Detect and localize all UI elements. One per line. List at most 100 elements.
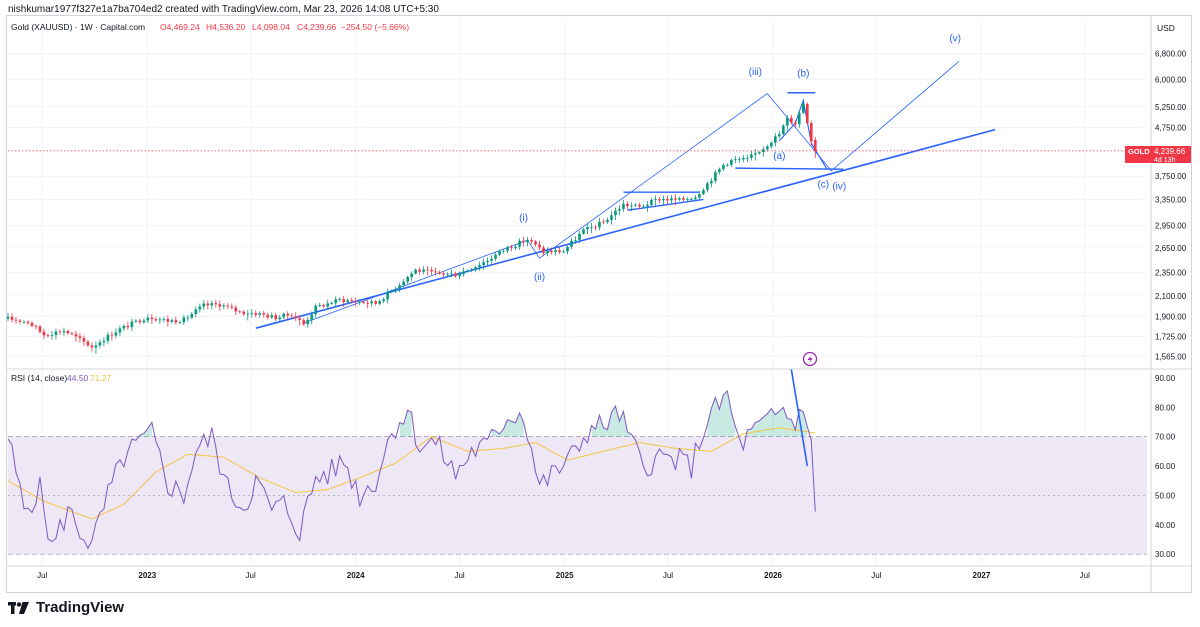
correction-path: [778, 98, 828, 171]
candle-body: [786, 117, 789, 126]
candle-body: [722, 165, 725, 170]
currency-label: USD: [1157, 23, 1175, 33]
candle-body: [494, 254, 497, 259]
candle-body: [426, 269, 429, 271]
candle-body: [298, 318, 302, 321]
time-tick-label: 2026: [764, 571, 782, 580]
candle-body: [114, 332, 118, 336]
candle-body: [158, 319, 162, 321]
candle-body: [38, 326, 42, 332]
candle-body: [214, 303, 218, 305]
time-tick-label: Jul: [454, 571, 464, 580]
price-tick-label: 3,350.00: [1155, 195, 1187, 204]
candle-body: [346, 300, 350, 303]
candle-body: [338, 299, 342, 300]
candle-body: [238, 311, 242, 313]
candle-body: [130, 321, 134, 328]
candle-body: [98, 342, 102, 346]
candle-body: [414, 269, 417, 274]
wave-label: (i): [519, 213, 528, 224]
time-tick-label: Jul: [871, 571, 881, 580]
candle-body: [486, 260, 489, 263]
time-tick-label: 2027: [973, 571, 991, 580]
candle-body: [86, 341, 90, 346]
candle-body: [558, 250, 561, 253]
candle-body: [58, 331, 62, 333]
lightning-icon[interactable]: [802, 351, 818, 367]
candle-body: [402, 281, 405, 286]
rsi-tick-label: 90.00: [1155, 374, 1176, 383]
wave-label: (ii): [534, 272, 545, 283]
candle-body: [446, 273, 449, 275]
candle-body: [390, 291, 393, 293]
candle-body: [10, 316, 14, 320]
candle-body: [218, 304, 222, 307]
wave-label: (c): [817, 180, 829, 191]
candle-body: [118, 328, 122, 333]
candle-body: [742, 157, 745, 160]
candle-body: [670, 198, 673, 201]
candle-body: [166, 319, 170, 322]
candle-body: [54, 331, 58, 336]
symbol-title: Gold (XAUUSD) · 1W · Capital.com: [11, 22, 145, 32]
candle-body: [186, 317, 190, 319]
candle-body: [630, 205, 633, 207]
candle-body: [90, 345, 94, 348]
time-tick-label: 2024: [347, 571, 365, 580]
candle-body: [450, 273, 453, 275]
candle-body: [290, 315, 294, 317]
candle-body: [206, 303, 210, 306]
candle-body: [18, 320, 22, 322]
candle-body: [422, 269, 425, 272]
candle-body: [170, 320, 174, 322]
candle-body: [809, 123, 813, 142]
candle-body: [754, 153, 757, 155]
candle-body: [618, 209, 621, 211]
rsi-overbought-fill: [707, 390, 736, 437]
price-tick-label: 3,750.00: [1155, 172, 1187, 181]
candle-body: [566, 246, 569, 252]
candle-body: [334, 299, 338, 304]
rsi-value: 44.50: [67, 373, 89, 383]
candle-body: [462, 271, 465, 275]
candle-body: [454, 273, 457, 277]
rsi-line: [7, 389, 816, 550]
candle-body: [310, 314, 314, 320]
candle-body: [142, 320, 146, 323]
rsi-overbought-fill: [591, 406, 632, 437]
candle-body: [478, 265, 481, 268]
candle-body: [330, 303, 334, 305]
tradingview-logo: TradingView: [8, 599, 124, 616]
candle-body: [250, 313, 254, 314]
candle-body: [374, 301, 377, 304]
legend-change: −254.50 (−5.66%): [341, 22, 409, 32]
rsi-tick-label: 30.00: [1155, 550, 1176, 559]
candle-body: [262, 313, 266, 315]
candle-body: [314, 305, 318, 315]
candle-body: [530, 239, 533, 242]
candle-body: [606, 219, 609, 223]
candle-body: [194, 309, 198, 314]
candle-body: [42, 331, 46, 336]
candle-body: [646, 204, 649, 207]
candle-body: [466, 270, 469, 272]
candle-body: [726, 164, 729, 166]
candle-body: [62, 331, 66, 333]
price-tick-label: 4,750.00: [1155, 123, 1187, 132]
rsi-trendline: [790, 368, 809, 467]
candle-body: [198, 306, 202, 310]
candle-body: [350, 300, 353, 302]
candle-body: [470, 270, 473, 271]
candle-body: [342, 299, 346, 303]
candle-body: [542, 247, 545, 253]
candle-body: [774, 136, 777, 143]
candle-body: [270, 315, 274, 318]
rsi-ma-value: 71.27: [90, 373, 112, 383]
candle-body: [458, 274, 461, 277]
candle-body: [498, 251, 501, 255]
rsi-band: [8, 436, 1147, 555]
candle-body: [286, 313, 290, 316]
candle-body: [474, 267, 477, 271]
candle-body: [154, 319, 158, 321]
